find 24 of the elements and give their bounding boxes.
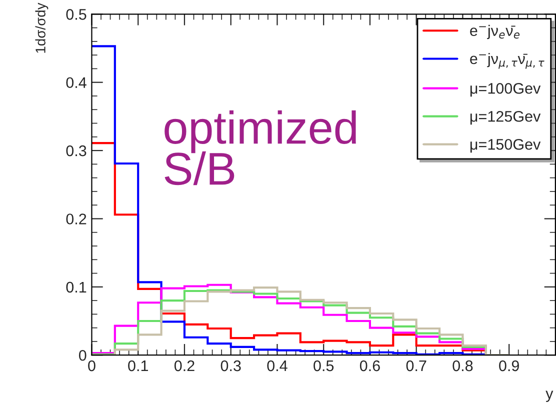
x-tick-label: 0.7 <box>406 360 426 372</box>
y-tick-label: 0.1 <box>66 282 86 293</box>
x-tick-label: 0 <box>88 360 96 372</box>
y-tick-label: 0.3 <box>66 145 86 156</box>
x-tick-label: 0.9 <box>499 360 519 372</box>
x-tick-label: 0.8 <box>452 360 473 372</box>
y-tick-label: 0.5 <box>66 9 86 20</box>
x-tick-label: 0.1 <box>128 360 148 372</box>
y-axis-title: 1dσ/σdy <box>35 2 48 53</box>
legend-label: μ=150Gev <box>470 138 541 153</box>
x-tick-label: 0.4 <box>267 360 288 372</box>
legend-label: e$^{−}$jν$_{μ,τ}$ν̄$_{μ,τ}$ <box>470 52 544 69</box>
legend-label: μ=125Gev <box>470 110 541 125</box>
x-axis-title: y <box>546 390 554 402</box>
x-tick-label: 0.2 <box>174 360 194 372</box>
y-tick-label: 0 <box>78 350 86 361</box>
annotation: optimized S/B <box>164 110 356 186</box>
x-tick-label: 0.6 <box>360 360 380 372</box>
y-tick-label: 0.2 <box>66 214 86 224</box>
x-tick-label: 0.5 <box>314 360 334 372</box>
legend-label: μ=100Gev <box>470 82 541 97</box>
legend-label: e$^{−}$jν$_{e}$ν̄$_{e}$ <box>470 24 520 40</box>
y-tick-label: 0.4 <box>66 77 86 88</box>
x-tick-label: 0.3 <box>220 360 241 372</box>
